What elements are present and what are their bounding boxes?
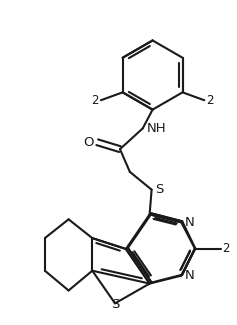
Text: N: N: [185, 216, 195, 229]
Text: O: O: [83, 136, 93, 149]
Text: S: S: [111, 298, 119, 311]
Text: S: S: [155, 183, 164, 196]
Text: 2: 2: [91, 94, 99, 107]
Text: NH: NH: [147, 122, 166, 135]
Text: N: N: [185, 269, 195, 282]
Text: 2: 2: [222, 242, 229, 255]
Text: 2: 2: [206, 94, 214, 107]
